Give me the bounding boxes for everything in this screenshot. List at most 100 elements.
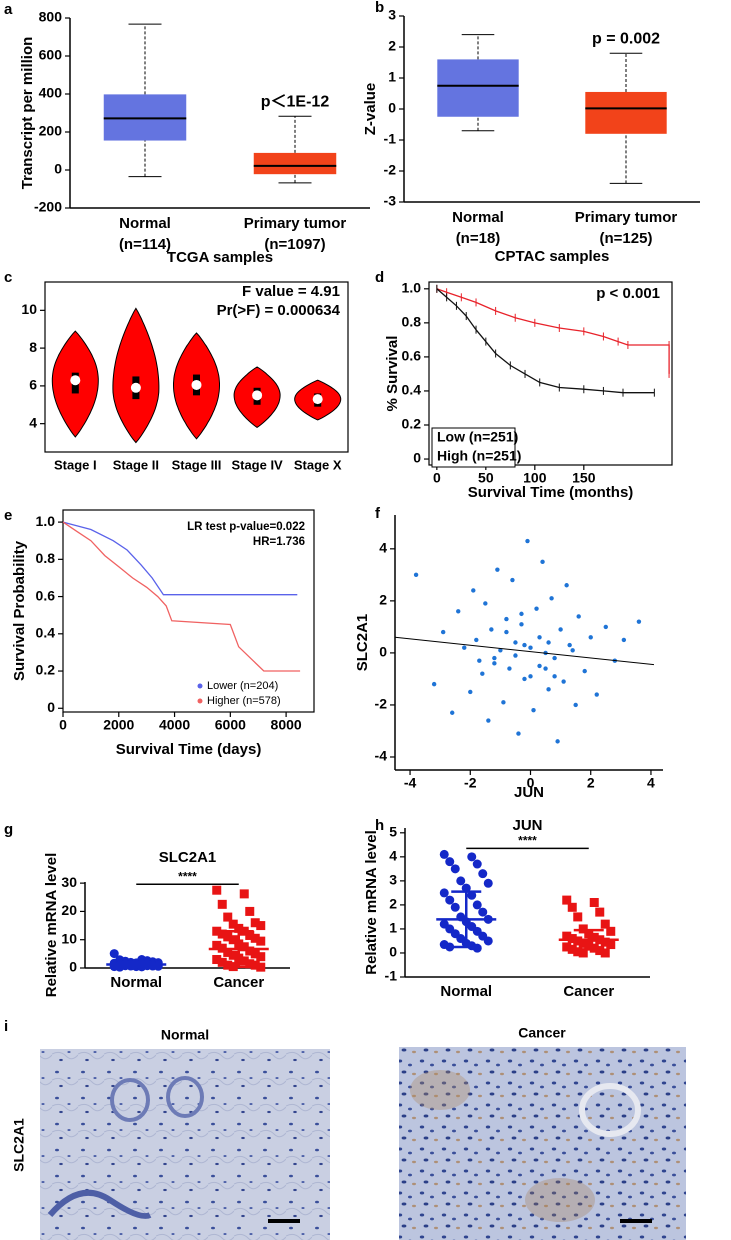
point: [510, 577, 515, 583]
point: [440, 629, 446, 635]
point: [578, 938, 588, 948]
y-tick-label: 0.2: [36, 662, 56, 678]
y-tick-label: 0: [379, 644, 387, 660]
point: [504, 629, 509, 635]
point: [516, 731, 521, 736]
y-tick-label: 1.0: [402, 280, 422, 296]
point: [564, 583, 569, 588]
y-tick-label: 1.0: [36, 513, 56, 529]
y-tick-label: 1: [389, 920, 397, 936]
gland: [166, 1076, 204, 1118]
y-axis-label: Survival Probability: [11, 540, 28, 681]
survival-curve: [62, 521, 298, 596]
point: [480, 671, 485, 676]
point: [501, 700, 506, 705]
y-tick-label: 8: [29, 339, 37, 355]
point: [223, 960, 233, 970]
point: [552, 674, 557, 679]
point: [567, 944, 577, 954]
point: [217, 929, 227, 939]
sd-bar: [121, 961, 152, 968]
point: [472, 900, 482, 910]
violin-median: [312, 394, 323, 405]
survival-curve: [62, 521, 301, 672]
x-tick-label: Cancer: [213, 974, 264, 991]
point: [228, 919, 238, 929]
y-tick-label: 0.8: [36, 550, 56, 566]
panel-letter: h: [375, 817, 384, 834]
y-axis-label: SLC2A1: [354, 614, 371, 672]
sd-bar: [223, 929, 254, 969]
point: [445, 895, 455, 905]
point: [486, 718, 491, 723]
point: [600, 919, 610, 929]
y-tick-label: 2: [388, 38, 396, 54]
point: [217, 957, 227, 967]
legend-marker: [197, 683, 203, 689]
duct: [47, 1189, 152, 1219]
micrograph-cancer: [399, 1047, 686, 1240]
point: [578, 948, 588, 958]
point: [245, 930, 255, 940]
annotation: Pr(>F) = 0.000634: [217, 302, 341, 319]
x-tick-label: 0: [433, 470, 441, 486]
plot-frame: [62, 509, 315, 713]
legend-label: Higher (n=578): [207, 695, 281, 707]
point: [603, 624, 608, 630]
point: [239, 889, 249, 899]
x-tick-label: 0: [527, 775, 535, 791]
y-tick-label: 2: [379, 592, 387, 608]
panel-letter: g: [4, 821, 13, 838]
y-tick-label: 2: [389, 896, 397, 912]
point: [413, 572, 419, 578]
point: [600, 948, 610, 958]
point: [606, 926, 616, 936]
point: [256, 921, 266, 931]
x-tick-label: 150: [572, 470, 596, 486]
point: [212, 926, 222, 936]
y-tick-label: 0: [69, 959, 77, 975]
significance-label: ****: [518, 834, 537, 848]
point: [445, 942, 455, 952]
point: [519, 611, 524, 617]
y-tick-label: -3: [384, 193, 397, 209]
x-tick-label: -2: [464, 775, 477, 791]
point: [582, 668, 587, 674]
x-tick-label: -4: [404, 775, 417, 791]
survival-curve: [436, 288, 655, 394]
point: [546, 687, 551, 692]
y-axis-label: Relative mRNA level: [43, 853, 60, 998]
point: [450, 902, 460, 912]
y-tick-label: 600: [39, 47, 63, 63]
point: [245, 946, 255, 956]
point: [109, 949, 119, 959]
point: [467, 890, 477, 900]
x-tick-label: Normal: [440, 983, 492, 1000]
y-tick-label: 4: [389, 848, 397, 864]
violin: [112, 307, 160, 444]
point: [468, 689, 473, 695]
point: [570, 648, 575, 653]
box: [253, 152, 337, 175]
y-tick-label: 6: [29, 377, 37, 393]
y-tick-label: 0.6: [36, 587, 56, 603]
point: [461, 883, 471, 893]
x-tick-label: 4000: [159, 717, 190, 733]
point: [507, 666, 512, 671]
micrograph-title: Normal: [161, 1027, 209, 1043]
point: [239, 942, 249, 952]
point: [250, 918, 260, 928]
x-tick-label: Primary tumor: [575, 209, 678, 226]
y-tick-label: 0.4: [36, 625, 56, 641]
point: [256, 962, 266, 972]
x-tick-label: Stage II: [113, 457, 159, 472]
chart-title: JUN: [512, 817, 542, 834]
violin-median: [191, 379, 202, 390]
point: [478, 907, 488, 917]
panel-letter: i: [4, 1018, 8, 1035]
point: [456, 876, 466, 886]
x-tick-label: 100: [523, 470, 547, 486]
point: [483, 936, 493, 946]
y-tick-label: 1: [388, 69, 396, 85]
point: [562, 931, 572, 941]
